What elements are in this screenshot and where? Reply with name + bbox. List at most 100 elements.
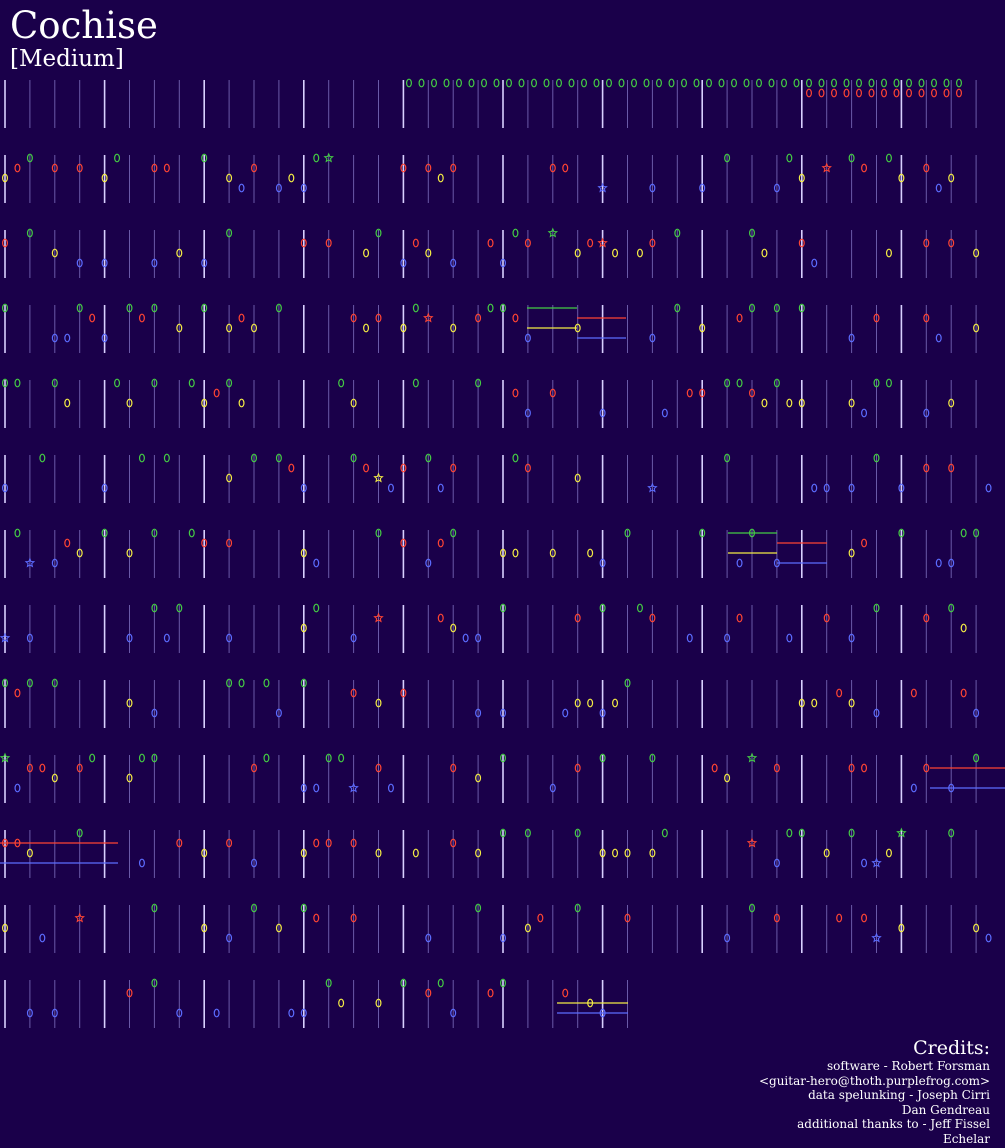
credits-line: Dan Gendreau [901,1102,990,1117]
note-red [930,88,937,98]
note-yellow [412,848,419,858]
note-yellow [126,773,133,783]
note-yellow [948,173,955,183]
note-blue [313,558,320,568]
note-green [226,678,233,688]
note-yellow [1,923,9,933]
note-red [805,88,812,98]
note-green [618,78,625,88]
note-red [868,88,875,98]
note-green [568,78,575,88]
note-blue [226,633,233,643]
note-green [524,828,531,838]
note-blue [238,183,245,193]
star-note [423,312,434,323]
note-yellow [798,398,805,408]
note-red [76,763,83,773]
note-red [512,313,519,323]
note-yellow [699,323,706,333]
note-blue [773,183,780,193]
note-green [555,78,562,88]
note-green [661,828,668,838]
note-green [138,453,145,463]
note-blue [736,558,743,568]
note-blue [811,483,818,493]
note-yellow [973,323,980,333]
note-yellow [798,173,805,183]
note-yellow [238,398,245,408]
note-green [425,453,432,463]
note-green [412,378,419,388]
note-red [549,163,556,173]
note-blue [935,183,942,193]
note-red [948,463,955,473]
star-note [323,152,334,163]
note-green [724,453,731,463]
note-green [151,753,158,763]
note-yellow [64,398,71,408]
note-green [188,528,195,538]
note-red [201,538,208,548]
note-green [468,78,475,88]
note-yellow [786,398,793,408]
note-green [893,78,900,88]
note-yellow [300,548,307,558]
note-green [1,678,9,688]
note-green [456,78,463,88]
note-blue [300,483,307,493]
credits-line: Echelar [942,1131,990,1146]
note-green [973,528,980,538]
note-yellow [636,248,643,258]
note-red [313,913,320,923]
note-yellow [201,398,208,408]
note-red [873,313,880,323]
note-blue [910,783,917,793]
note-green [530,78,537,88]
note-blue [450,258,457,268]
star-note [547,227,559,238]
note-blue [500,258,507,268]
note-yellow [51,773,58,783]
note-red [176,838,183,848]
note-red [923,313,930,323]
note-blue [848,633,855,643]
note-green [437,978,444,988]
star-note [0,752,11,763]
note-green [450,528,457,538]
note-green [605,78,612,88]
note-yellow [26,848,33,858]
note-red [861,538,868,548]
note-green [188,378,195,388]
note-yellow [1,173,9,183]
note-red [26,763,33,773]
note-yellow [226,323,233,333]
note-blue [151,708,158,718]
note-red [300,238,307,248]
note-blue [275,708,282,718]
note-red [960,688,967,698]
note-green [630,78,637,88]
note-red [375,313,382,323]
note-green [114,378,121,388]
note-green [580,78,587,88]
note-blue [549,783,556,793]
note-red [848,763,855,773]
note-green [512,453,519,463]
note-blue [823,483,830,493]
note-green [500,978,507,988]
note-green [773,303,780,313]
note-red [487,988,494,998]
note-green [325,753,332,763]
note-red [450,163,457,173]
note-red [14,688,21,698]
note-green [798,828,805,838]
note-yellow [400,323,407,333]
note-green [226,378,233,388]
note-green [101,528,108,538]
note-blue [985,933,992,943]
note-blue [923,408,930,418]
note-red [686,388,693,398]
note-red [400,163,407,173]
star-note [373,612,384,623]
note-yellow [425,248,432,258]
